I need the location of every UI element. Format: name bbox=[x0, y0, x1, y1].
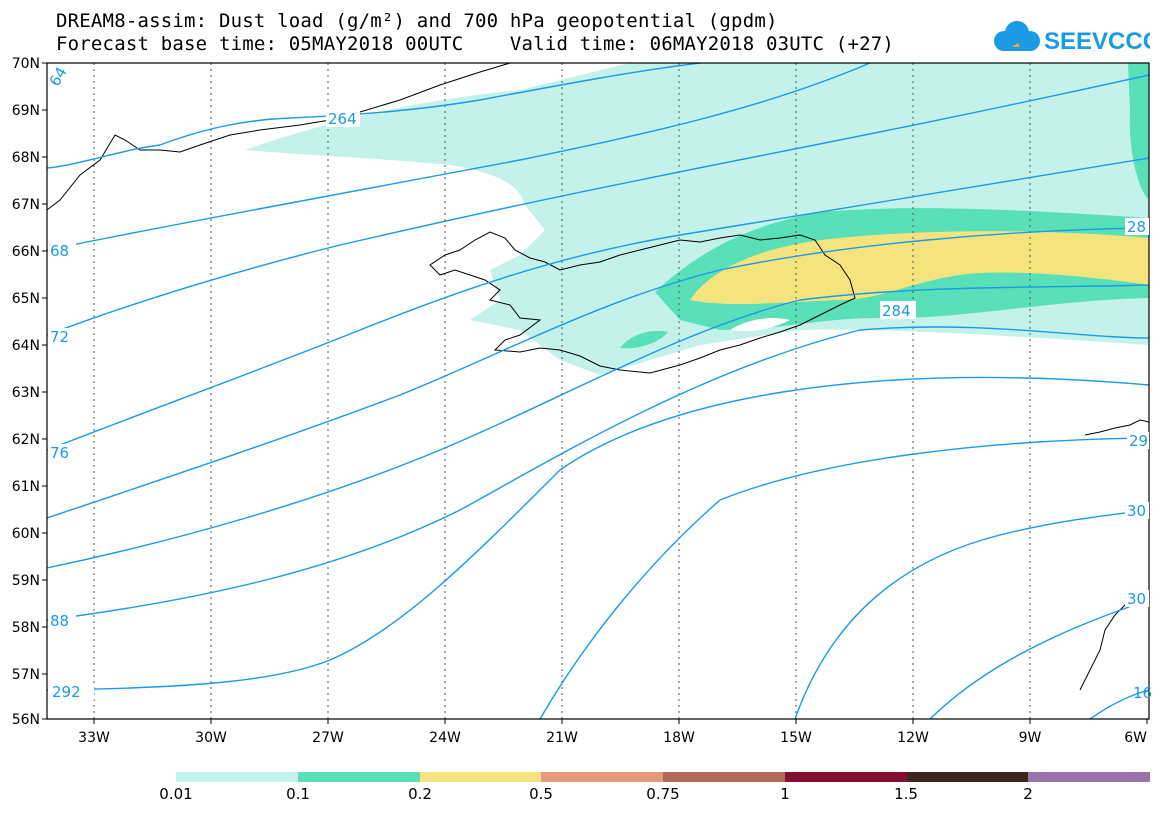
contour-label-292: 292 bbox=[52, 683, 81, 701]
colorbar-segment-2 bbox=[1028, 772, 1150, 782]
colorbar-segment-0.5 bbox=[541, 772, 663, 782]
colorbar-label: 0.75 bbox=[646, 785, 680, 803]
lat-tick-label: 65N bbox=[12, 291, 40, 307]
contour-label-16: 16 bbox=[1133, 684, 1152, 702]
seevccc-logo: SEEVCCC bbox=[994, 21, 1150, 55]
colorbar-label: 0.1 bbox=[286, 785, 310, 803]
contour-label-64: 64 bbox=[46, 64, 71, 90]
colorbar-segment-0.1 bbox=[297, 772, 420, 782]
dust-band-high bbox=[690, 231, 1149, 305]
contour-label-88: 88 bbox=[50, 612, 69, 630]
contour-label-284: 284 bbox=[882, 302, 911, 320]
lon-tick-label: 12W bbox=[897, 730, 929, 746]
lon-tick-label: 30W bbox=[195, 730, 227, 746]
contour-label-30b: 30 bbox=[1127, 590, 1146, 608]
colorbar-segment-0.01 bbox=[176, 772, 298, 782]
lat-tick-label: 64N bbox=[12, 338, 40, 354]
lat-tick-label: 67N bbox=[12, 197, 40, 213]
lon-tick-label: 6W bbox=[1124, 730, 1147, 746]
colorbar-segment-0.75 bbox=[663, 772, 785, 782]
lat-tick-label: 57N bbox=[12, 667, 40, 683]
contour-label-264: 264 bbox=[328, 110, 357, 128]
lon-tick-label: 27W bbox=[312, 730, 344, 746]
lat-tick-label: 61N bbox=[12, 479, 40, 495]
norway-coast-south bbox=[1079, 594, 1149, 691]
lon-tick-label: 9W bbox=[1019, 730, 1042, 746]
contour-label-72: 72 bbox=[50, 328, 69, 346]
lat-tick-label: 70N bbox=[12, 56, 40, 72]
colorbar-label: 2 bbox=[1023, 785, 1033, 803]
colorbar-label: 1 bbox=[780, 785, 790, 803]
logo-text: SEEVCCC bbox=[1044, 28, 1150, 55]
lat-tick-label: 63N bbox=[12, 385, 40, 401]
colorbar-segment-0.2 bbox=[419, 772, 542, 782]
lat-tick-label: 69N bbox=[12, 103, 40, 119]
colorbar-segment-1 bbox=[784, 772, 907, 782]
contour-label-68: 68 bbox=[50, 242, 69, 260]
contour-label-28: 28 bbox=[1127, 218, 1146, 236]
plot-frame bbox=[46, 62, 1150, 720]
graticule bbox=[93, 63, 1031, 719]
lat-tick-label: 56N bbox=[12, 712, 40, 728]
dust-field bbox=[245, 63, 1149, 375]
contour-label-30a: 30 bbox=[1127, 502, 1146, 520]
lon-tick-label: 15W bbox=[780, 730, 812, 746]
colorbar-label: 0.2 bbox=[408, 785, 432, 803]
lat-axis: 70N 69N 68N 67N 66N 65N 64N 63N 62N 61N … bbox=[12, 56, 47, 728]
colorbar-label: 1.5 bbox=[894, 785, 918, 803]
geopotential-contours bbox=[47, 63, 1149, 719]
lat-tick-label: 66N bbox=[12, 244, 40, 260]
lat-tick-label: 62N bbox=[12, 432, 40, 448]
cloud-icon bbox=[994, 21, 1040, 51]
lon-axis: 33W 30W 27W 24W 21W 18W 15W 12W 9W 6W bbox=[78, 719, 1148, 746]
contour-label-29: 29 bbox=[1129, 432, 1148, 450]
lat-tick-label: 60N bbox=[12, 526, 40, 542]
lat-tick-label: 59N bbox=[12, 573, 40, 589]
lon-tick-label: 24W bbox=[429, 730, 461, 746]
colorbar-label: 0.01 bbox=[159, 785, 193, 803]
chart-title-line1: DREAM8-assim: Dust load (g/m²) and 700 h… bbox=[56, 10, 778, 32]
dust-band-mid-east bbox=[1128, 63, 1149, 200]
colorbar-label: 0.5 bbox=[529, 785, 553, 803]
colorbar bbox=[176, 772, 1150, 782]
lon-tick-label: 18W bbox=[663, 730, 695, 746]
iceland-coast bbox=[429, 231, 856, 374]
dust-band-mid-south bbox=[620, 330, 668, 349]
colorbar-segment-1.5 bbox=[906, 772, 1029, 782]
contour-label-76: 76 bbox=[50, 444, 69, 462]
norway-coast-north bbox=[1084, 419, 1149, 436]
lat-tick-label: 58N bbox=[12, 620, 40, 636]
lon-tick-label: 21W bbox=[546, 730, 578, 746]
lat-tick-label: 68N bbox=[12, 150, 40, 166]
greenland-coast bbox=[47, 63, 511, 211]
lon-tick-label: 33W bbox=[78, 730, 110, 746]
chart-title-line2: Forecast base time: 05MAY2018 00UTC Vali… bbox=[56, 33, 895, 55]
